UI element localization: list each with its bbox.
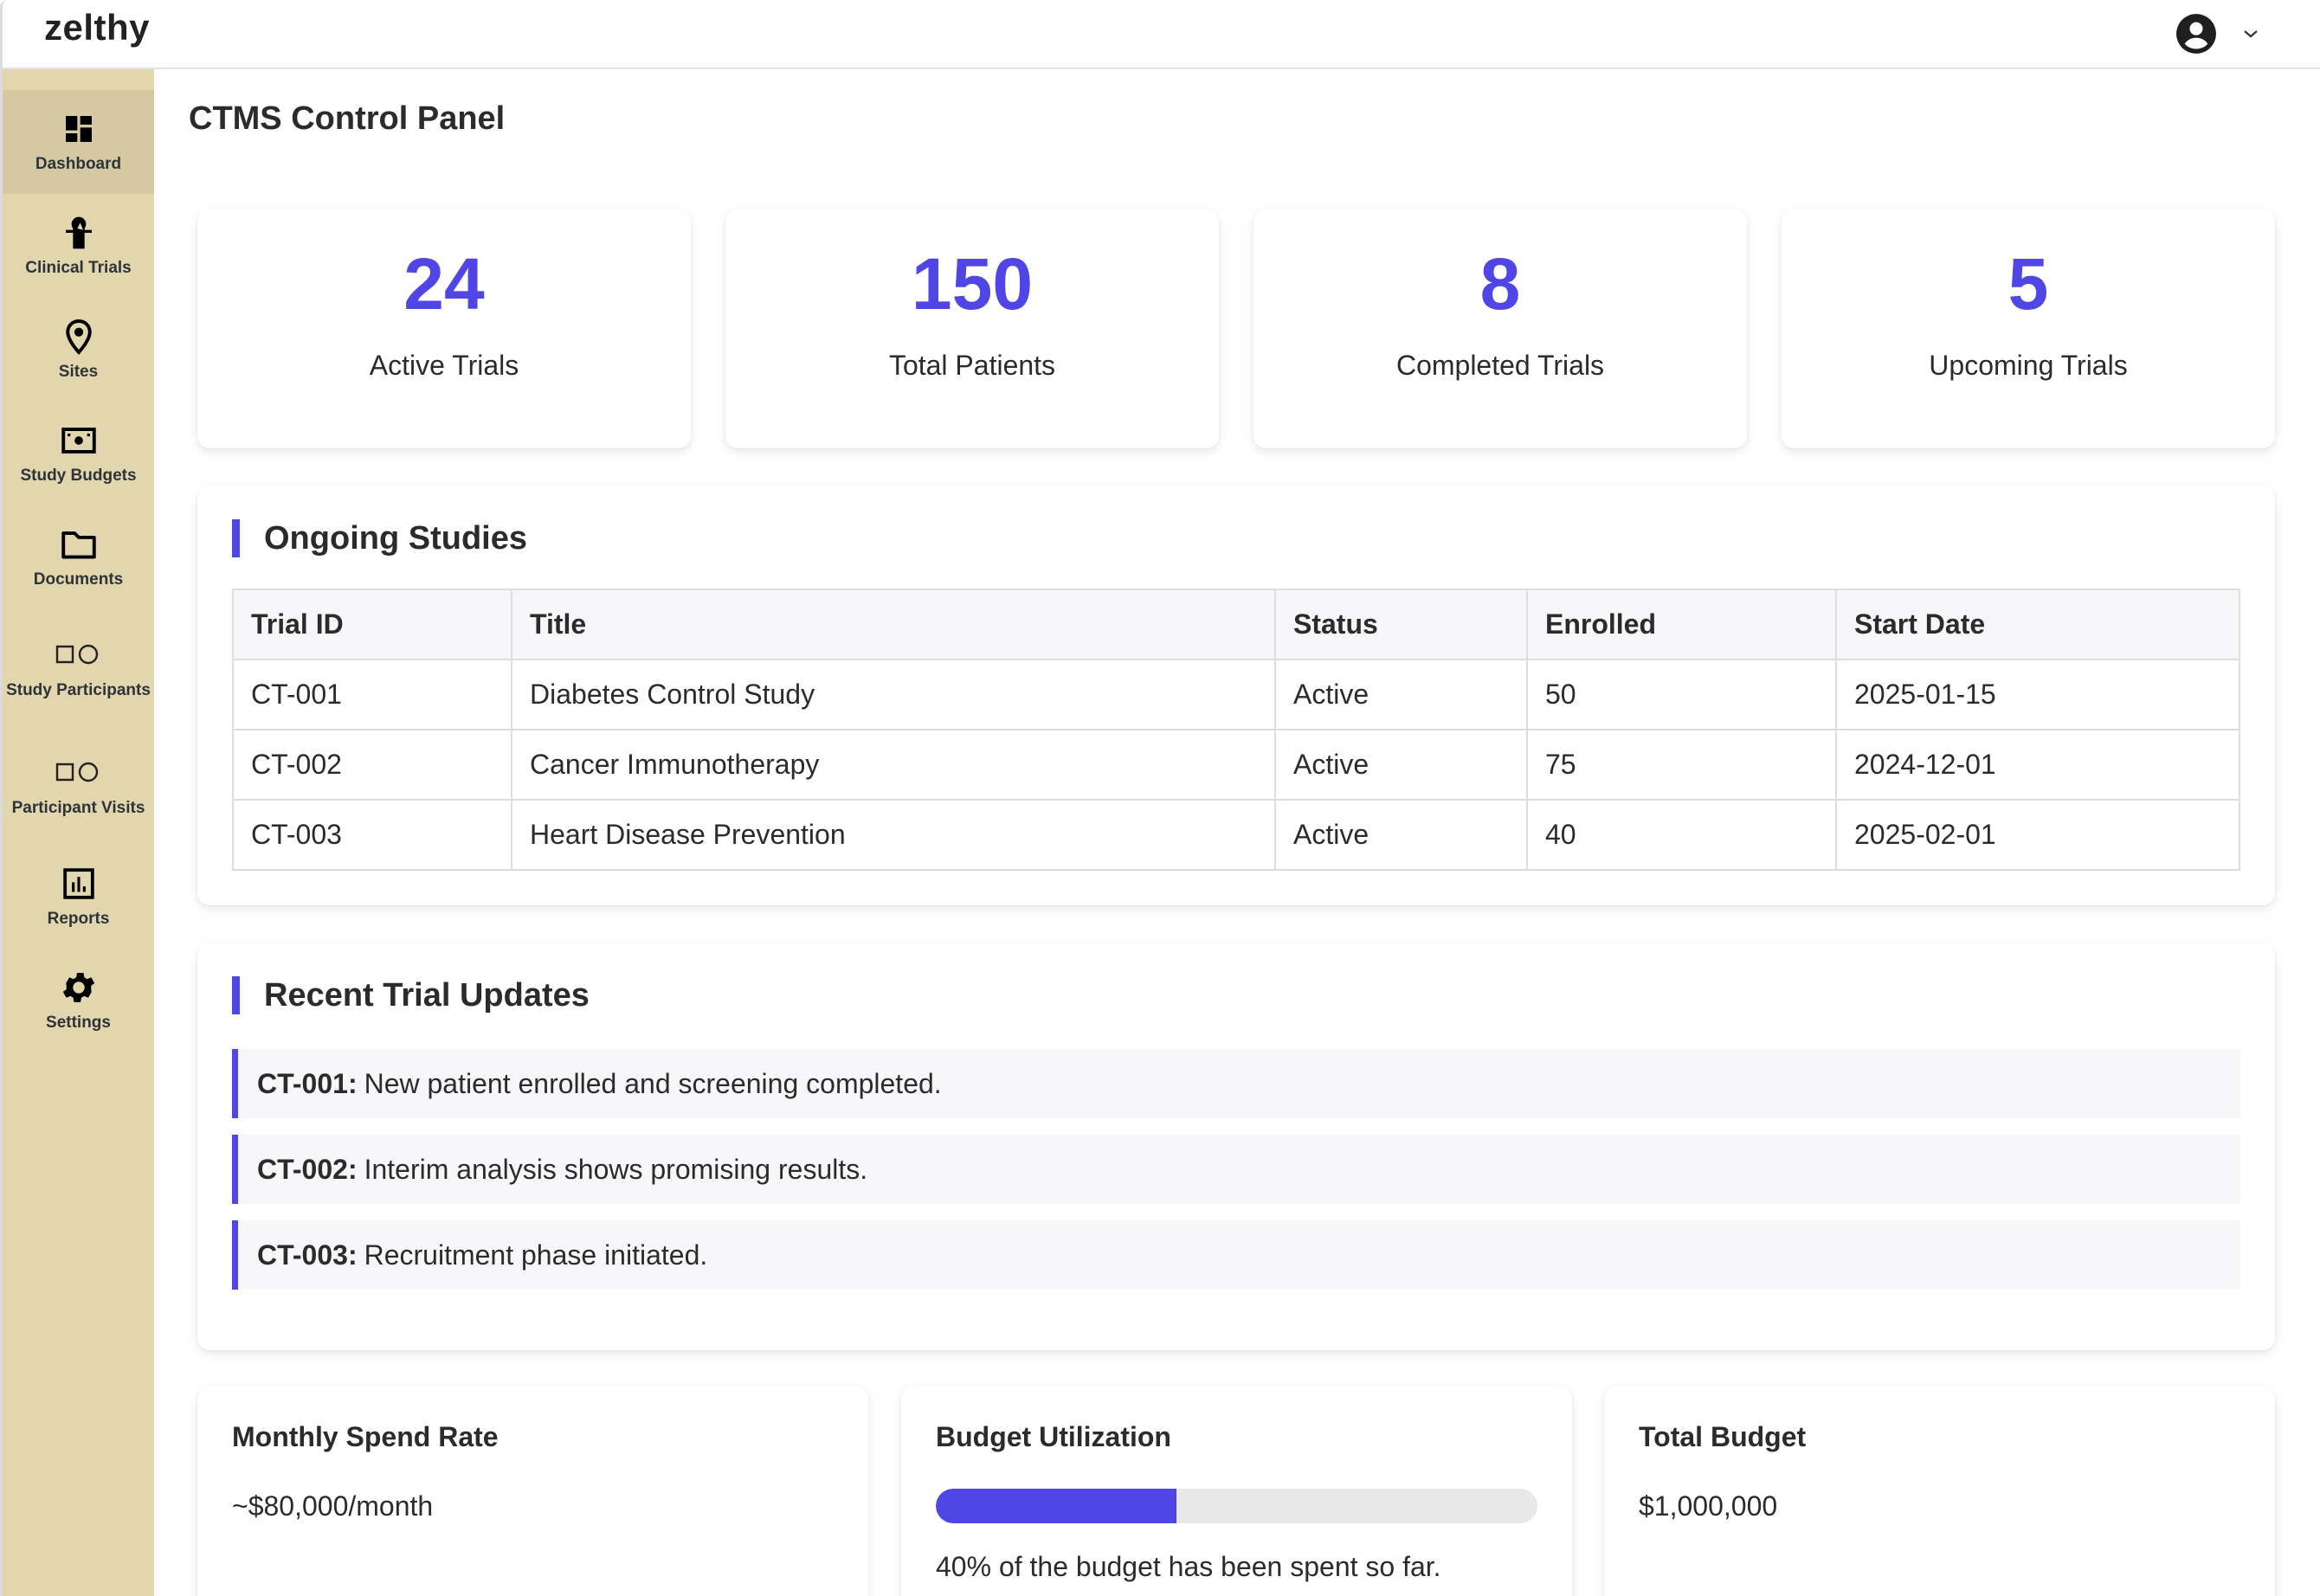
cell-status: Active [1274,799,1528,871]
card-title: Monthly Spend Rate [232,1421,499,1452]
shapes-icon [55,636,102,674]
column-header-trial-id[interactable]: Trial ID [232,589,512,660]
folder-icon [61,525,97,563]
stat-card-active-trials[interactable]: 24 Active Trials [197,209,691,448]
stat-value: 5 [2007,243,2049,325]
update-trial-id: CT-003: [257,1239,358,1271]
dashboard-icon [61,110,96,148]
cell-enrolled: 50 [1526,659,1837,730]
sidebar-item-label: Settings [46,1014,111,1032]
cell-start-date: 2024-12-01 [1835,729,2240,801]
stat-label: Total Patients [888,350,1056,381]
location-pin-icon [63,318,94,356]
page-title: CTMS Control Panel [189,100,506,137]
sidebar-item-study-budgets[interactable]: Study Budgets [3,402,154,505]
update-item[interactable]: CT-002: Interim analysis shows promising… [232,1135,2240,1204]
sidebar-item-sites[interactable]: Sites [3,298,154,402]
table-header-row: Trial ID Title Status Enrolled Start Dat… [232,589,2240,660]
sidebar-item-label: Sites [58,363,99,381]
recent-updates-card: Recent Trial Updates CT-001: New patient… [197,943,2275,1350]
gear-icon [59,969,99,1007]
sidebar: Dashboard Clinical Trials Sites Study Bu… [0,69,154,1596]
cell-title: Diabetes Control Study [511,659,1276,730]
sidebar-item-label: Clinical Trials [25,259,132,277]
sidebar-item-study-participants[interactable]: Study Participants [3,609,154,727]
card-title: Total Budget [1639,1421,1807,1452]
ongoing-studies-card: Ongoing Studies Trial ID Title Status En… [197,486,2275,905]
stat-value: 24 [403,243,485,325]
column-header-title[interactable]: Title [511,589,1276,660]
sidebar-item-label: Dashboard [35,155,122,173]
sidebar-item-documents[interactable]: Documents [3,505,154,609]
stat-label: Completed Trials [1395,350,1605,381]
table-row[interactable]: CT-003 Heart Disease Prevention Active 4… [232,799,2240,871]
user-menu[interactable] [2175,12,2259,55]
sidebar-item-label: Reports [47,910,110,928]
sidebar-item-label: Study Participants [6,681,151,699]
column-header-status[interactable]: Status [1274,589,1528,660]
budget-progress-fill [936,1489,1176,1523]
update-text: Recruitment phase initiated. [364,1239,708,1271]
update-item[interactable]: CT-003: Recruitment phase initiated. [232,1220,2240,1290]
update-item[interactable]: CT-001: New patient enrolled and screeni… [232,1049,2240,1118]
update-trial-id: CT-001: [257,1067,358,1099]
brand-logo[interactable]: zelthy [44,7,151,48]
sidebar-item-participant-visits[interactable]: Participant Visits [3,727,154,845]
cell-enrolled: 40 [1526,799,1837,871]
update-text: Interim analysis shows promising results… [364,1153,868,1185]
cell-status: Active [1274,729,1528,801]
monthly-spend-value: ~$80,000/month [232,1490,434,1522]
cell-status: Active [1274,659,1528,730]
budget-progress-bar [936,1489,1537,1523]
stat-card-upcoming-trials[interactable]: 5 Upcoming Trials [1782,209,2275,448]
cell-trial-id: CT-003 [232,799,512,871]
main-content: CTMS Control Panel 24 Active Trials 150 … [154,69,2320,1596]
cell-title: Heart Disease Prevention [511,799,1276,871]
card-title: Budget Utilization [936,1421,1171,1452]
cell-trial-id: CT-002 [232,729,512,801]
total-budget-value: $1,000,000 [1639,1490,1778,1522]
total-budget-card: Total Budget $1,000,000 [1604,1387,2275,1596]
cell-start-date: 2025-01-15 [1835,659,2240,730]
sidebar-item-label: Study Budgets [20,467,137,485]
cell-enrolled: 75 [1526,729,1837,801]
cell-trial-id: CT-001 [232,659,512,730]
stat-value: 150 [911,243,1034,325]
column-header-start-date[interactable]: Start Date [1835,589,2240,660]
bar-chart-icon [62,865,95,903]
cell-start-date: 2025-02-01 [1835,799,2240,871]
sidebar-item-clinical-trials[interactable]: Clinical Trials [3,194,154,298]
sidebar-item-dashboard[interactable]: Dashboard [3,90,154,194]
clinical-trial-icon [61,214,96,252]
monthly-spend-card: Monthly Spend Rate ~$80,000/month [197,1387,868,1596]
shapes-icon [55,754,102,792]
cell-title: Cancer Immunotherapy [511,729,1276,801]
sidebar-item-reports[interactable]: Reports [3,845,154,949]
stat-label: Active Trials [369,350,519,381]
chevron-down-icon[interactable] [2242,28,2259,40]
column-header-enrolled[interactable]: Enrolled [1526,589,1837,660]
sidebar-item-settings[interactable]: Settings [3,949,154,1052]
update-text: New patient enrolled and screening compl… [364,1067,942,1099]
sidebar-item-label: Participant Visits [11,799,145,817]
update-trial-id: CT-002: [257,1153,358,1185]
table-row[interactable]: CT-002 Cancer Immunotherapy Active 75 20… [232,729,2240,801]
ongoing-studies-table: Trial ID Title Status Enrolled Start Dat… [232,589,2240,871]
budget-utilization-card: Budget Utilization 40% of the budget has… [901,1387,1572,1596]
table-row[interactable]: CT-001 Diabetes Control Study Active 50 … [232,659,2240,730]
section-title: Ongoing Studies [232,519,527,557]
user-circle-icon[interactable] [2175,12,2218,55]
stat-card-completed-trials[interactable]: 8 Completed Trials [1253,209,1747,448]
budget-utilization-note: 40% of the budget has been spent so far. [936,1551,1441,1582]
stat-label: Upcoming Trials [1929,350,2128,381]
stat-card-total-patients[interactable]: 150 Total Patients [725,209,1219,448]
sidebar-item-label: Documents [33,570,124,589]
top-bar: zelthy [0,0,2320,69]
money-icon [61,422,97,460]
section-title: Recent Trial Updates [232,976,590,1014]
stat-value: 8 [1479,243,1521,325]
